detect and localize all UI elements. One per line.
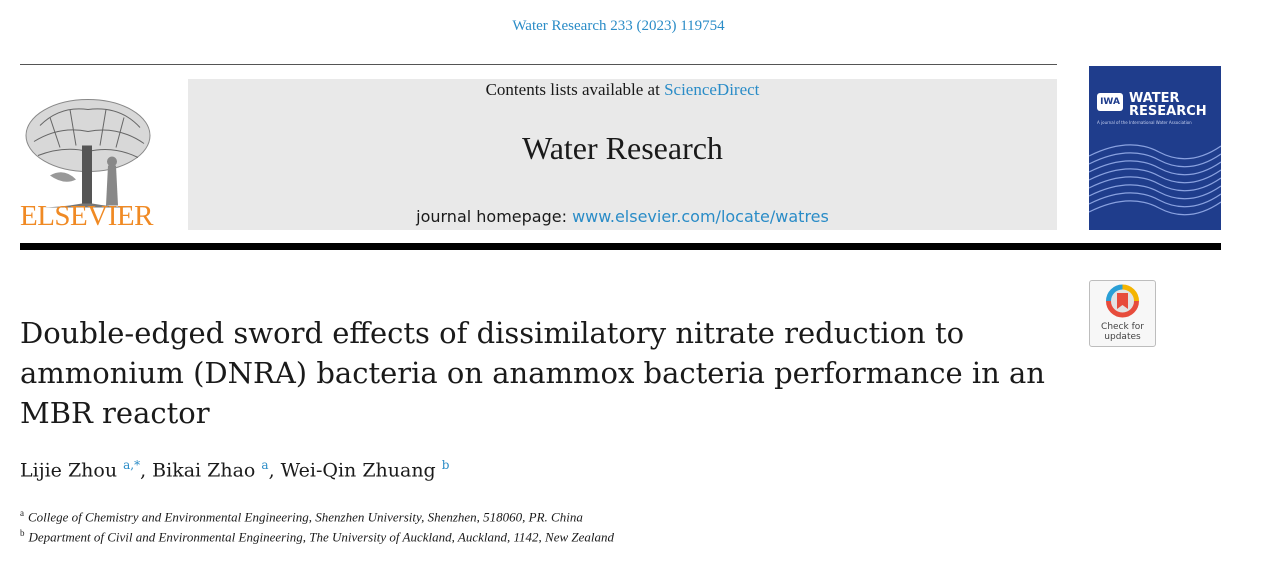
cover-title-line1: WATER (1129, 91, 1180, 106)
elsevier-tree-logo[interactable] (20, 78, 156, 233)
elsevier-wordmark: ELSEVIER (20, 200, 153, 232)
cover-wave-graphic (1089, 144, 1221, 216)
check-updates-line2: updates (1104, 332, 1141, 342)
author-name[interactable]: Lijie Zhou (20, 459, 118, 482)
affiliation-a: a College of Chemistry and Environmental … (20, 508, 583, 525)
homepage-link[interactable]: www.elsevier.com/locate/watres (572, 207, 829, 226)
journal-banner (188, 79, 1057, 230)
journal-citation[interactable]: Water Research 233 (2023) 119754 (0, 18, 1237, 35)
cover-subtitle: A journal of the International Water Ass… (1097, 120, 1192, 125)
article-title: Double-edged sword effects of dissimilat… (20, 313, 1060, 433)
affiliation-mark: b (20, 528, 25, 538)
author-affiliation-mark[interactable]: b (441, 458, 450, 472)
author-affiliation-mark[interactable]: a,* (123, 458, 141, 472)
citation-link[interactable]: Water Research 233 (2023) 119754 (512, 18, 725, 34)
sciencedirect-link[interactable]: ScienceDirect (664, 80, 760, 99)
contents-prefix: Contents lists available at (485, 80, 665, 99)
check-for-updates-button[interactable]: Check for updates (1089, 280, 1156, 347)
affiliation-mark: a (20, 508, 24, 518)
journal-name: Water Research (522, 130, 723, 166)
contents-line: Contents lists available at ScienceDirec… (188, 80, 1057, 100)
journal-cover[interactable]: IWA WATER RESEARCH A journal of the Inte… (1089, 66, 1221, 230)
crossmark-icon (1106, 284, 1139, 318)
author-separator: , (140, 459, 153, 482)
homepage-line: journal homepage: www.elsevier.com/locat… (188, 207, 1057, 226)
check-updates-line1: Check for (1101, 322, 1144, 332)
check-updates-label: Check for updates (1090, 322, 1155, 342)
author-name[interactable]: Wei-Qin Zhuang (280, 459, 436, 482)
header-divider (20, 64, 1057, 65)
iwa-logo: IWA (1097, 93, 1123, 111)
cover-title: WATER RESEARCH (1129, 92, 1207, 118)
homepage-prefix: journal homepage: (416, 207, 573, 226)
author-list: Lijie Zhou a,*, Bikai Zhao a, Wei-Qin Zh… (20, 458, 449, 481)
title-line-2: ammonium (DNRA) bacteria on anammox bact… (20, 356, 1045, 390)
author-name[interactable]: Bikai Zhao (152, 459, 256, 482)
affiliation-text: Department of Civil and Environmental En… (28, 529, 615, 545)
header-bottom-bar (20, 243, 1221, 250)
affiliation-text: College of Chemistry and Environmental E… (28, 509, 583, 525)
affiliation-b: b Department of Civil and Environmental E… (20, 528, 614, 545)
author-affiliation-mark[interactable]: a (261, 458, 269, 472)
author-separator: , (268, 459, 281, 482)
title-line-1: Double-edged sword effects of dissimilat… (20, 316, 965, 350)
title-line-3: MBR reactor (20, 396, 210, 430)
cover-title-line2: RESEARCH (1129, 104, 1207, 119)
